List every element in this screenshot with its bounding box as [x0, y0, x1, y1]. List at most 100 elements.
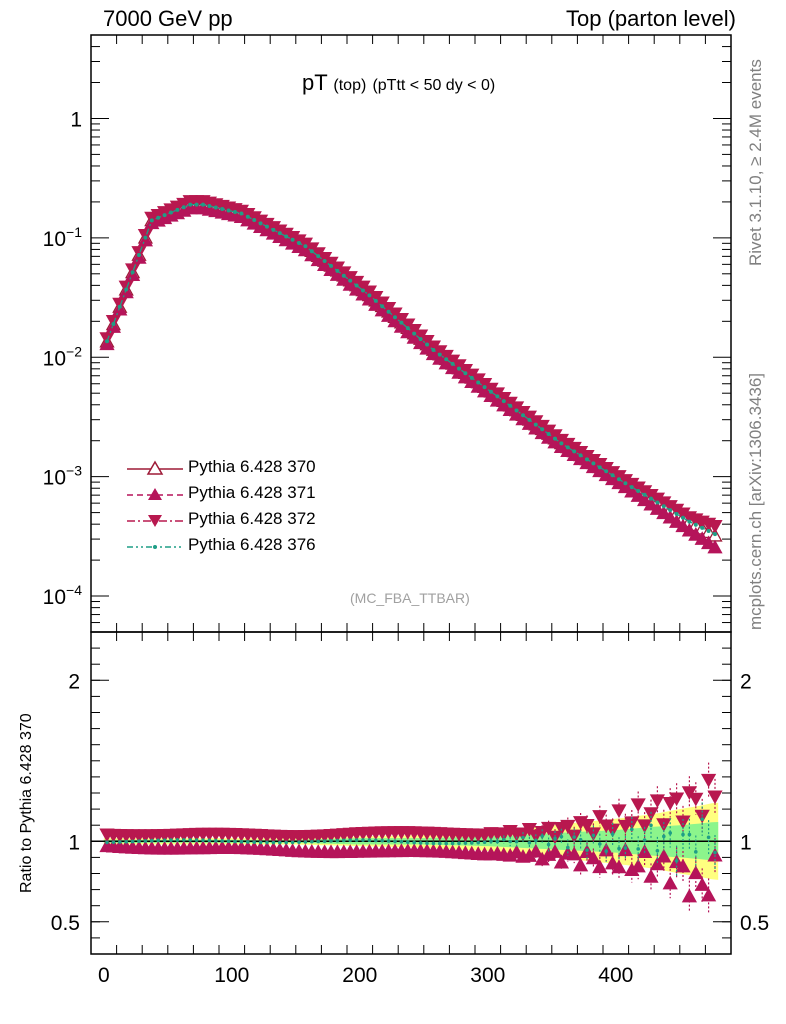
ratio-point-376	[463, 841, 468, 845]
ratio-point-376	[220, 839, 224, 843]
data-point-376	[137, 252, 141, 257]
ratio-point-376	[572, 835, 576, 839]
ratio-point-376	[207, 838, 212, 843]
ratio-point-371	[566, 846, 582, 861]
ratio-point-371	[508, 844, 525, 859]
ratio-point-376	[239, 839, 244, 844]
ratio-point-376	[374, 838, 378, 843]
ratio-point-376	[425, 841, 429, 846]
ratio-point-372	[540, 821, 557, 836]
data-point-376	[156, 215, 161, 220]
ratio-point-376	[527, 841, 532, 845]
ratio-point-376	[604, 849, 608, 854]
ratio-point-376	[169, 838, 173, 842]
data-point-376	[540, 427, 545, 432]
ratio-point-376	[118, 840, 122, 844]
data-point-376	[149, 218, 154, 223]
ratio-point-371	[572, 857, 589, 872]
ratio-point-376	[303, 840, 308, 844]
ratio-point-376	[214, 838, 218, 843]
data-point-376	[162, 213, 167, 218]
ratio-point-376	[342, 838, 346, 843]
ratio-point-376	[457, 841, 461, 846]
ratio-point-376	[412, 840, 417, 845]
legend-label-376: Pythia 6.428 376	[188, 535, 316, 554]
data-point-376	[220, 207, 225, 212]
data-point-376	[316, 254, 321, 259]
data-point-376	[546, 431, 551, 436]
ratio-point-376	[329, 839, 333, 843]
ratio-point-376	[591, 833, 596, 838]
legend-label-371: Pythia 6.428 371	[188, 483, 316, 502]
data-point-376	[636, 488, 641, 493]
ratio-point-371	[585, 850, 602, 865]
x-tick-label: 0	[98, 964, 110, 987]
data-point-376	[405, 326, 410, 331]
data-point-376	[201, 202, 205, 207]
data-point-376	[181, 205, 186, 210]
ratio-point-376	[406, 840, 410, 844]
ratio-point-376	[367, 838, 372, 843]
data-point-376	[642, 492, 647, 497]
ratio-point-376	[642, 838, 647, 842]
data-point-376	[265, 224, 269, 229]
ratio-point-371	[553, 854, 570, 869]
analysis-watermark: (MC_FBA_TTBAR)	[350, 590, 470, 606]
title-sub2: (pTtt < 50 dy < 0)	[372, 77, 496, 94]
ratio-point-376	[271, 840, 276, 845]
data-point-376	[143, 235, 148, 240]
ratio-point-371	[528, 843, 544, 858]
ratio-point-376	[316, 839, 321, 844]
data-point-376	[412, 331, 417, 336]
data-point-376	[668, 508, 673, 513]
y-tick-label: 1	[70, 108, 82, 131]
data-point-376	[393, 315, 397, 320]
ratio-y-tick-label: 2	[68, 670, 80, 693]
ratio-point-376	[566, 845, 570, 850]
ratio-point-372	[675, 815, 691, 830]
data-point-376	[489, 389, 493, 394]
data-point-376	[463, 371, 468, 376]
data-point-376	[354, 283, 359, 288]
data-point-376	[431, 348, 436, 353]
data-point-376	[309, 249, 314, 254]
data-point-376	[527, 417, 532, 422]
ratio-point-376	[431, 841, 436, 846]
ratio-point-376	[418, 841, 423, 845]
ratio-y-tick-label: 1	[68, 831, 80, 854]
ratio-point-376	[706, 835, 711, 840]
main-axis-ticks: 10−4 10−3 10−2 10−1 1	[43, 34, 732, 954]
ratio-point-376	[182, 838, 186, 842]
data-point-376	[252, 218, 257, 223]
title-sub1: (top)	[333, 77, 367, 94]
data-point-376	[105, 339, 109, 344]
data-point-376	[425, 342, 429, 347]
ratio-point-376	[188, 838, 192, 842]
ratio-point-371	[694, 877, 710, 891]
data-point-376	[597, 465, 602, 470]
data-point-376	[482, 385, 487, 390]
data-point-371	[707, 539, 723, 554]
data-point-376	[348, 278, 353, 283]
ratio-point-376	[546, 842, 551, 847]
data-point-376	[655, 500, 660, 505]
legend-swatch-370	[127, 460, 183, 475]
series-pythia-6.428-376	[105, 202, 717, 537]
legend-swatch-371	[127, 488, 183, 500]
ratio-point-372	[636, 819, 653, 834]
data-point-372	[105, 315, 122, 329]
ratio-point-376	[674, 858, 679, 863]
ratio-point-376	[502, 837, 506, 842]
data-point-376	[623, 481, 628, 486]
data-point-376	[450, 361, 455, 366]
ratio-point-376	[482, 840, 487, 845]
ratio-point-376	[105, 840, 109, 845]
data-point-376	[175, 207, 180, 212]
data-point-376	[591, 461, 596, 466]
data-point-376	[693, 522, 698, 527]
data-point-376	[297, 241, 301, 246]
ratio-point-376	[578, 837, 583, 842]
ratio-point-376	[226, 839, 231, 844]
data-point-376	[399, 320, 404, 325]
ratio-point-376	[444, 841, 449, 846]
